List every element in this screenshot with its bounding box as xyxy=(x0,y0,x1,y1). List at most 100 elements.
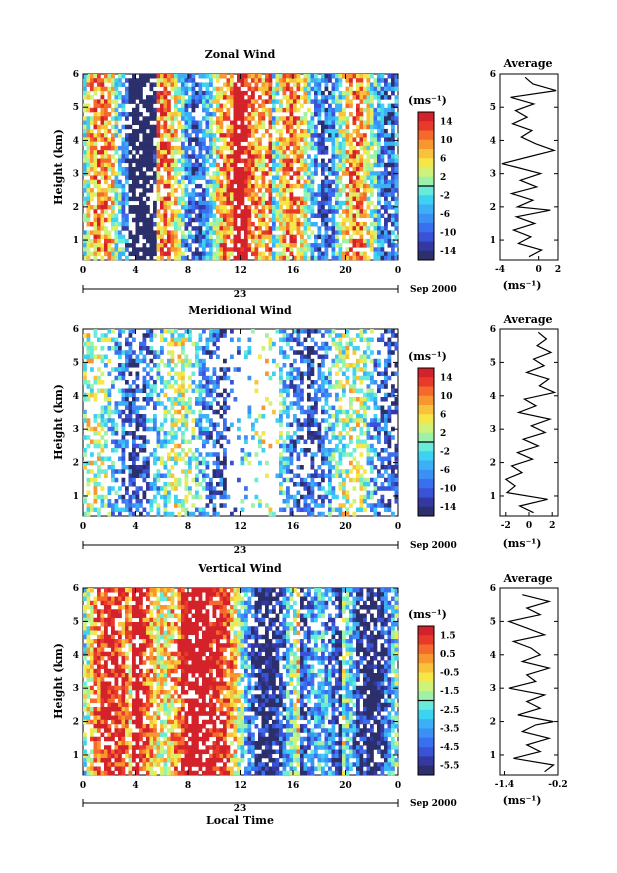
heatmap-cell xyxy=(335,150,339,155)
heatmap-cell xyxy=(345,452,350,457)
heatmap-cell xyxy=(223,494,227,500)
heatmap-cell xyxy=(163,200,168,206)
heatmap-cell xyxy=(272,86,276,92)
heatmap-cell xyxy=(387,112,392,117)
heatmap-cell xyxy=(90,251,94,257)
heatmap-cell xyxy=(363,507,367,513)
heatmap-cell xyxy=(149,503,154,508)
heatmap-cell xyxy=(170,333,175,338)
heatmap-cell xyxy=(345,346,350,351)
heatmap-cell xyxy=(314,158,318,164)
heatmap-cell xyxy=(125,221,129,227)
heatmap-cell xyxy=(167,251,171,257)
heatmap-cell xyxy=(121,154,126,159)
heatmap-cell xyxy=(191,154,196,159)
heatmap-cell xyxy=(387,179,392,185)
heatmap-cell xyxy=(205,107,210,113)
heatmap-cell xyxy=(349,200,353,206)
heatmap-cell xyxy=(212,243,217,248)
heatmap-cell xyxy=(321,95,325,100)
heatmap-cell xyxy=(146,175,150,180)
heatmap-cell xyxy=(223,82,227,87)
heatmap-cell xyxy=(349,405,353,411)
heatmap-cell xyxy=(296,367,301,372)
heatmap-cell xyxy=(93,354,98,360)
heatmap-cell xyxy=(366,112,371,117)
heatmap-cell xyxy=(160,116,164,121)
heatmap-cell xyxy=(352,158,357,164)
heatmap-cell xyxy=(314,255,318,261)
heatmap-cell xyxy=(251,167,255,172)
heatmap-cell xyxy=(275,363,280,368)
heatmap-cell xyxy=(275,238,280,244)
heatmap-cell xyxy=(163,507,168,513)
heatmap-cell xyxy=(359,99,364,104)
heatmap-cell xyxy=(146,95,150,100)
heatmap-cell xyxy=(240,99,245,104)
heatmap-cell xyxy=(191,251,196,257)
heatmap-cell xyxy=(86,460,91,466)
heatmap-cell xyxy=(373,175,378,180)
heatmap-cell xyxy=(219,460,224,466)
heatmap-cell xyxy=(373,213,378,219)
heatmap-cell xyxy=(373,477,378,483)
heatmap-cell xyxy=(125,443,129,449)
heatmap-cell xyxy=(275,183,280,189)
heatmap-cell xyxy=(366,503,371,508)
heatmap-cell xyxy=(223,175,227,180)
heatmap-cell xyxy=(132,145,136,151)
heatmap-cell xyxy=(310,247,315,252)
heatmap-cell xyxy=(380,133,385,138)
heatmap-cell xyxy=(254,145,259,151)
heatmap-cell xyxy=(181,175,185,180)
heatmap-cell xyxy=(184,86,189,92)
heatmap-cell xyxy=(272,175,276,180)
heatmap-cell xyxy=(219,482,224,487)
heatmap-cell xyxy=(191,171,196,176)
heatmap-cell xyxy=(317,200,322,206)
heatmap-cell xyxy=(373,107,378,113)
heatmap-cell xyxy=(331,234,336,240)
heatmap-cell xyxy=(279,388,283,394)
heatmap-cell xyxy=(170,465,175,470)
heatmap-cell xyxy=(128,333,133,338)
heatmap-cell xyxy=(282,179,287,185)
heatmap-cell xyxy=(380,380,385,385)
heatmap-cell xyxy=(184,124,189,130)
heatmap-cell xyxy=(135,452,140,457)
heatmap-cell xyxy=(146,226,150,231)
heatmap-cell xyxy=(195,141,199,147)
heatmap-cell xyxy=(366,196,371,202)
heatmap-cell xyxy=(170,158,175,164)
heatmap-cell xyxy=(359,213,364,219)
heatmap-cell xyxy=(293,234,297,240)
heatmap-cell xyxy=(135,358,140,364)
heatmap-cell xyxy=(303,213,308,219)
heatmap-cell xyxy=(328,392,332,398)
heatmap-cell xyxy=(121,192,126,197)
heatmap-cell xyxy=(240,78,245,83)
heatmap-cell xyxy=(373,133,378,138)
heatmap-cell xyxy=(212,460,217,466)
heatmap-cell xyxy=(111,133,115,138)
heatmap-cell xyxy=(83,414,87,419)
heatmap-cell xyxy=(195,384,199,389)
heatmap-cell xyxy=(83,230,87,235)
colorbar-swatch xyxy=(418,241,434,252)
heatmap-cell xyxy=(237,367,241,372)
heatmap-cell xyxy=(237,150,241,155)
heatmap-cell xyxy=(317,503,322,508)
heatmap-cell xyxy=(373,255,378,261)
heatmap-cell xyxy=(289,401,294,406)
heatmap-cell xyxy=(314,392,318,398)
heatmap-cell xyxy=(128,234,133,240)
heatmap-cell xyxy=(359,337,364,343)
heatmap-cell xyxy=(114,133,119,138)
heatmap-cell xyxy=(209,329,213,334)
heatmap-cell xyxy=(377,162,381,168)
heatmap-cell xyxy=(317,82,322,87)
heatmap-cell xyxy=(198,392,203,398)
heatmap-cell xyxy=(139,171,143,176)
heatmap-cell xyxy=(366,226,371,231)
heatmap-cell xyxy=(373,426,378,432)
